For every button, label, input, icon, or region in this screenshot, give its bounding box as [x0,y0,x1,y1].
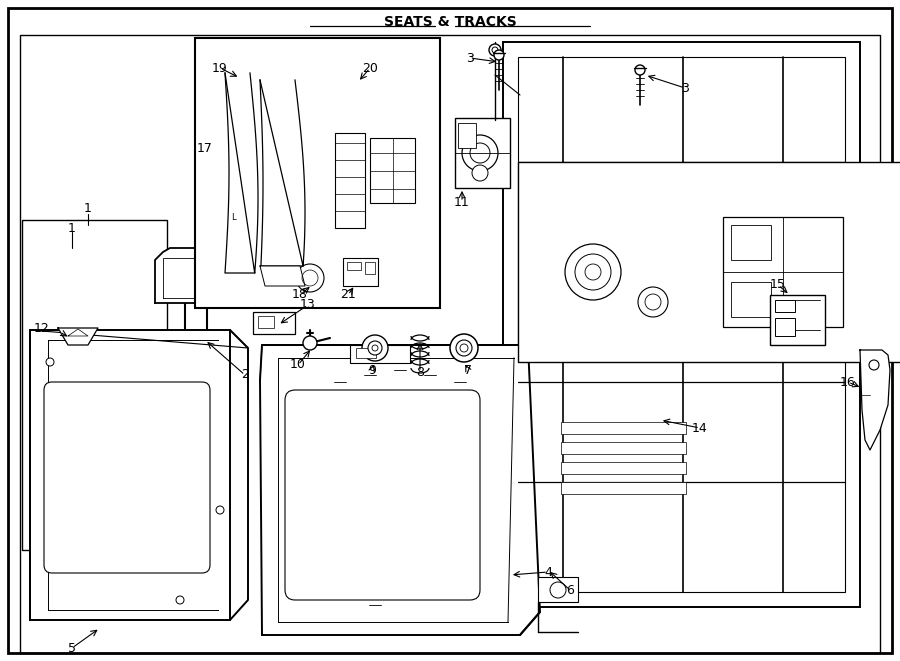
Bar [561,422,686,434]
Bar [22,220,167,550]
Circle shape [638,287,668,317]
FancyBboxPatch shape [285,390,480,600]
Circle shape [550,582,566,598]
Bar [561,442,686,454]
Bar [561,482,686,494]
Polygon shape [260,266,305,286]
Bar [253,312,295,334]
Circle shape [460,344,468,352]
Circle shape [869,360,879,370]
Text: 19: 19 [212,61,228,75]
Text: 14: 14 [692,422,708,434]
Circle shape [303,336,317,350]
Circle shape [46,358,54,366]
Text: SEATS & TRACKS: SEATS & TRACKS [383,15,517,29]
Bar [518,162,900,362]
Text: 1: 1 [68,221,76,235]
Polygon shape [58,328,98,345]
Bar [350,345,410,363]
Bar [503,42,860,607]
Circle shape [645,294,661,310]
Text: 10: 10 [290,358,306,371]
Text: 17: 17 [197,141,213,155]
Bar [365,262,375,274]
Bar [775,300,795,312]
Bar [561,462,686,474]
Circle shape [176,596,184,604]
Bar [775,318,795,336]
Circle shape [489,44,501,56]
Polygon shape [860,350,890,450]
Circle shape [368,341,382,355]
Text: 20: 20 [362,61,378,75]
Circle shape [462,135,498,171]
Bar [518,57,845,592]
Text: 8: 8 [416,366,424,379]
Circle shape [494,50,504,60]
Text: 1: 1 [84,202,92,215]
Polygon shape [260,345,540,635]
Text: 15: 15 [770,278,786,292]
Text: 7: 7 [464,364,472,377]
Polygon shape [260,80,305,266]
Bar [195,38,440,308]
Circle shape [372,345,378,351]
Bar [343,258,378,286]
Text: 2: 2 [241,368,249,381]
Text: 16: 16 [840,375,856,389]
Polygon shape [225,73,258,273]
Bar [770,295,825,345]
Polygon shape [155,248,225,303]
Text: 5: 5 [68,641,76,654]
Circle shape [470,143,490,163]
Bar [538,577,578,602]
Bar [731,282,771,317]
Text: 3: 3 [466,52,474,65]
Text: L: L [230,214,235,223]
Text: 18: 18 [292,288,308,301]
Text: 9: 9 [368,364,376,377]
Text: 3: 3 [681,81,688,95]
Circle shape [450,334,478,362]
Circle shape [216,506,224,514]
Bar [356,348,376,358]
Circle shape [585,264,601,280]
Bar [335,133,365,228]
Bar [458,123,476,148]
Bar [731,225,771,260]
Bar [258,316,274,328]
Text: 6: 6 [566,584,574,596]
Circle shape [565,244,621,300]
Bar [370,138,415,203]
Text: 11: 11 [454,196,470,208]
Circle shape [575,254,611,290]
Bar [347,262,361,270]
Circle shape [296,264,324,292]
Circle shape [472,165,488,181]
Text: 21: 21 [340,288,356,301]
Circle shape [492,47,498,53]
Text: 4: 4 [544,566,552,578]
Polygon shape [30,330,248,620]
FancyBboxPatch shape [44,382,210,573]
Text: 12: 12 [34,321,50,334]
Text: 13: 13 [300,299,316,311]
Bar [455,118,510,188]
Bar [723,217,843,327]
Circle shape [456,340,472,356]
Circle shape [635,65,645,75]
Circle shape [362,335,388,361]
Circle shape [302,270,318,286]
